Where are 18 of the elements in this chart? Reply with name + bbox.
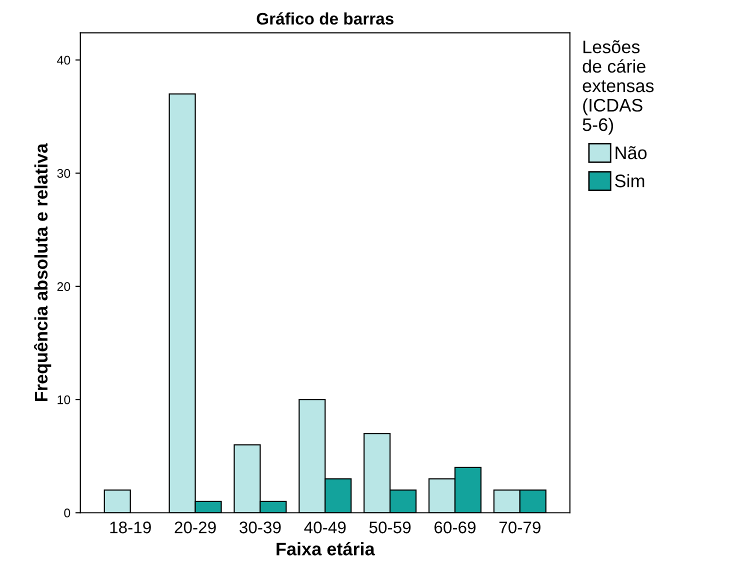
y-tick-label: 30: [57, 168, 70, 178]
x-tick-label: 60-69: [434, 522, 476, 534]
y-tick-label: 40: [57, 56, 70, 65]
x-axis-title: Faixa etária: [276, 542, 375, 556]
legend-label: Sim: [615, 174, 644, 188]
y-tick-label: 0: [64, 508, 70, 518]
x-tick-label: 20-29: [174, 522, 216, 534]
x-tick-label: 18-19: [110, 522, 151, 534]
y-axis-title: Frequência absoluta e relativa: [34, 143, 52, 402]
legend-title: Lesões de cárie extensas (ICDAS 5-6): [582, 40, 654, 135]
chart-title: Gráfico de barras: [256, 12, 394, 25]
y-tick-label: 10: [58, 395, 70, 404]
legend-label: Não: [616, 146, 647, 160]
y-tick-label: 20: [57, 282, 70, 292]
x-tick-label: 50-59: [369, 522, 411, 534]
x-tick-label: 30-39: [240, 522, 281, 534]
x-tick-label: 70-79: [499, 522, 540, 534]
x-tick-label: 40-49: [304, 522, 346, 534]
